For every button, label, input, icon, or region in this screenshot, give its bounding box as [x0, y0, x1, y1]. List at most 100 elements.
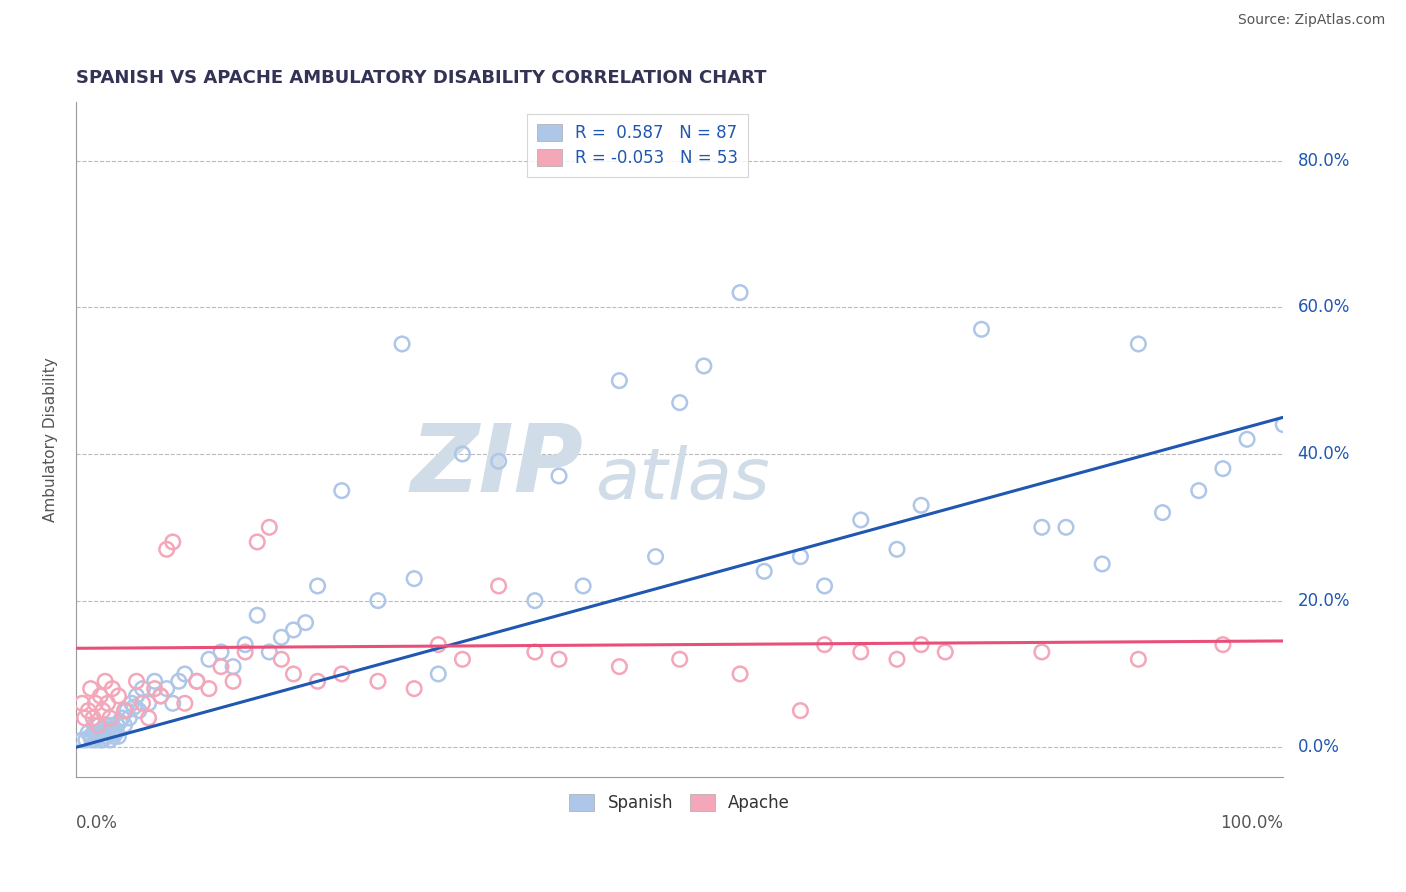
Point — [138, 711, 160, 725]
Point — [693, 359, 716, 373]
Point — [644, 549, 666, 564]
Point — [149, 689, 172, 703]
Point — [270, 652, 292, 666]
Point — [114, 718, 136, 732]
Point — [83, 725, 105, 739]
Legend: Spanish, Apache: Spanish, Apache — [562, 788, 797, 819]
Point — [668, 652, 690, 666]
Point — [1031, 645, 1053, 659]
Point — [107, 729, 129, 743]
Point — [125, 689, 148, 703]
Point — [523, 645, 546, 659]
Text: 0.0%: 0.0% — [76, 814, 118, 831]
Point — [849, 645, 872, 659]
Point — [97, 722, 120, 736]
Point — [307, 579, 329, 593]
Point — [668, 395, 690, 409]
Point — [451, 652, 474, 666]
Point — [70, 733, 93, 747]
Point — [548, 469, 571, 483]
Point — [910, 638, 932, 652]
Point — [167, 674, 190, 689]
Point — [609, 659, 631, 673]
Point — [89, 733, 111, 747]
Point — [548, 652, 571, 666]
Point — [1152, 506, 1174, 520]
Point — [404, 681, 426, 696]
Point — [572, 579, 595, 593]
Point — [1236, 432, 1258, 446]
Point — [198, 681, 221, 696]
Point — [246, 608, 269, 623]
Point — [87, 729, 110, 743]
Point — [83, 718, 105, 732]
Point — [90, 725, 112, 739]
Point — [73, 711, 96, 725]
Text: 20.0%: 20.0% — [1298, 591, 1350, 609]
Point — [100, 718, 122, 732]
Point — [114, 704, 136, 718]
Point — [1091, 557, 1114, 571]
Point — [1128, 337, 1150, 351]
Point — [233, 645, 256, 659]
Point — [94, 674, 117, 689]
Point — [105, 725, 128, 739]
Point — [488, 454, 510, 468]
Text: SPANISH VS APACHE AMBULATORY DISABILITY CORRELATION CHART: SPANISH VS APACHE AMBULATORY DISABILITY … — [76, 69, 766, 87]
Point — [233, 638, 256, 652]
Point — [934, 645, 956, 659]
Point — [75, 733, 97, 747]
Point — [1188, 483, 1211, 498]
Point — [404, 572, 426, 586]
Point — [728, 667, 751, 681]
Point — [222, 659, 245, 673]
Point — [209, 659, 232, 673]
Point — [70, 696, 93, 710]
Point — [427, 667, 450, 681]
Point — [330, 667, 353, 681]
Point — [609, 374, 631, 388]
Point — [222, 674, 245, 689]
Point — [813, 579, 835, 593]
Point — [209, 645, 232, 659]
Point — [77, 704, 100, 718]
Point — [108, 714, 131, 729]
Point — [789, 704, 811, 718]
Point — [84, 696, 107, 710]
Point — [488, 579, 510, 593]
Point — [98, 711, 121, 725]
Point — [131, 696, 153, 710]
Point — [849, 513, 872, 527]
Point — [98, 733, 121, 747]
Point — [173, 667, 195, 681]
Point — [1212, 461, 1234, 475]
Point — [259, 645, 281, 659]
Point — [96, 729, 118, 743]
Point — [367, 674, 389, 689]
Point — [128, 704, 150, 718]
Point — [451, 447, 474, 461]
Point — [186, 674, 208, 689]
Point — [79, 681, 101, 696]
Point — [259, 520, 281, 534]
Point — [294, 615, 316, 630]
Text: 100.0%: 100.0% — [1220, 814, 1284, 831]
Point — [101, 725, 124, 739]
Point — [122, 700, 145, 714]
Point — [283, 623, 305, 637]
Point — [283, 667, 305, 681]
Point — [307, 674, 329, 689]
Point — [87, 718, 110, 732]
Point — [523, 593, 546, 607]
Text: 40.0%: 40.0% — [1298, 445, 1350, 463]
Point — [728, 285, 751, 300]
Point — [91, 704, 114, 718]
Point — [270, 630, 292, 644]
Point — [103, 729, 125, 743]
Point — [101, 681, 124, 696]
Point — [162, 535, 184, 549]
Point — [246, 535, 269, 549]
Point — [111, 711, 134, 725]
Point — [173, 696, 195, 710]
Point — [1054, 520, 1077, 534]
